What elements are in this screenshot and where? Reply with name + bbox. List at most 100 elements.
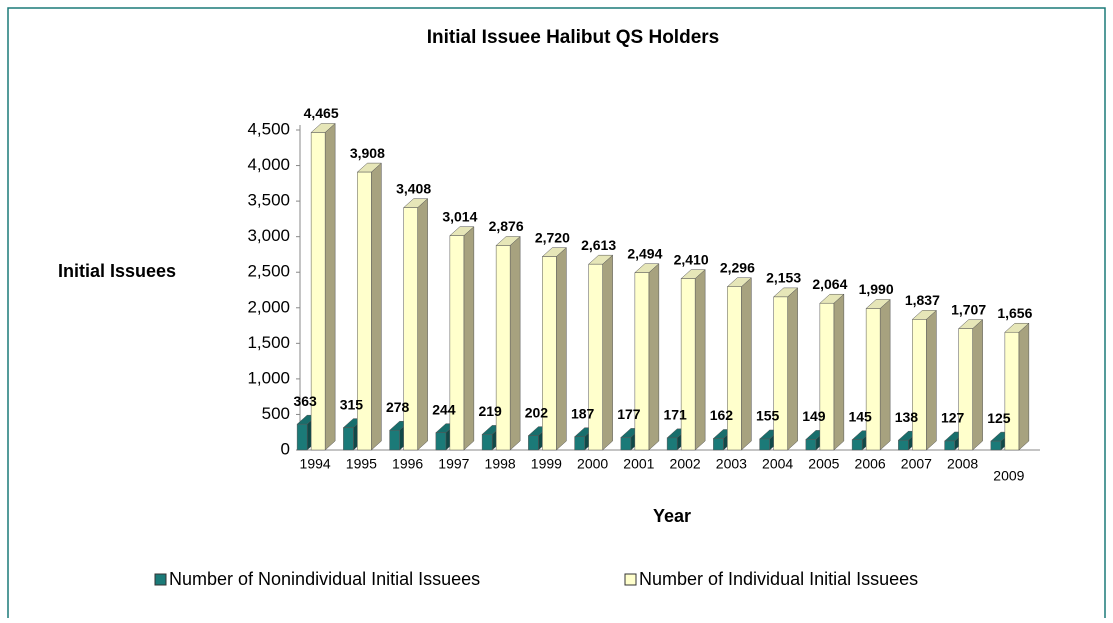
data-label: 149 [802,408,826,424]
legend-swatch [154,573,167,586]
bar [805,439,817,451]
data-label: 3,908 [350,145,385,161]
bar-side [926,309,937,451]
bar [680,278,696,451]
bar [773,296,788,451]
bar-side [1018,322,1030,451]
x-tick-label: 2004 [762,456,793,472]
bar [912,319,927,451]
bar-side [879,298,891,451]
x-tick-label: 2005 [808,456,839,472]
bar [990,440,1002,451]
bar-side [324,122,336,451]
x-tick-label: 1994 [300,456,331,472]
bar-side [741,277,752,451]
y-tick-label: 500 [262,404,290,423]
data-label: 2,410 [674,251,709,267]
bar [851,439,863,451]
y-axis-label: Initial Issuees [58,261,176,281]
bar [1004,331,1020,451]
bar-side [509,235,521,451]
data-label: 1,707 [951,301,986,317]
bar [357,171,372,451]
y-tick-label: 3,000 [247,226,290,245]
x-tick-label: 2007 [901,456,932,472]
bar-side [463,226,475,451]
x-tick-label: 1996 [392,456,423,472]
bar [634,272,650,451]
data-label: 162 [710,407,734,423]
bar [819,302,835,451]
data-label: 2,720 [535,229,570,245]
bar [449,235,465,451]
data-label: 278 [386,399,410,415]
bar [759,438,770,451]
data-label: 315 [340,396,364,412]
data-label: 3,408 [396,180,431,196]
data-label: 138 [895,409,919,425]
data-label: 4,465 [304,105,339,121]
y-tick-label: 4,000 [247,155,290,174]
bar-side [371,162,382,451]
y-tick-label: 2,000 [247,297,290,316]
bar [403,207,418,451]
y-tick-label: 0 [281,439,290,458]
frame [7,7,1106,618]
bar [481,434,493,451]
x-tick-label: 2008 [947,456,978,472]
bar [898,439,909,451]
data-label: 244 [432,401,456,417]
data-label: 219 [478,403,502,419]
legend-label: Number of Individual Initial Issuees [639,569,918,589]
bar [865,308,881,451]
bar-side [787,287,798,451]
x-axis-label: Year [653,506,691,526]
x-tick-label: 2006 [855,456,886,472]
bar [435,432,447,451]
data-label: 2,613 [581,237,616,253]
data-label: 125 [987,410,1011,426]
bar [528,435,539,451]
data-label: 2,296 [720,259,755,275]
bar-side [694,269,706,451]
x-tick-label: 1998 [485,456,516,472]
bar-side [648,263,660,451]
data-label: 127 [941,410,965,426]
data-label: 171 [663,407,687,423]
bar [713,438,724,451]
data-label: 145 [848,408,872,424]
data-label: 155 [756,408,780,424]
bar [620,437,632,451]
bar [310,132,326,451]
data-label: 1,837 [905,292,940,308]
data-label: 3,014 [442,208,477,224]
bar [495,245,511,451]
y-tick-label: 1,500 [247,333,290,352]
bar [944,440,955,451]
data-label: 2,064 [812,276,847,292]
y-tick-label: 2,500 [247,262,290,281]
bar [727,286,742,451]
x-tick-label: 2000 [577,456,608,472]
bar [574,436,585,451]
y-tick-label: 4,500 [247,119,290,138]
data-label: 202 [525,404,549,420]
x-tick-label: 2002 [670,456,701,472]
bar-side [602,254,613,451]
x-tick-label: 2003 [716,456,747,472]
bar [296,423,308,451]
data-label: 1,990 [859,281,894,297]
data-label: 177 [617,406,641,422]
y-tick-label: 1,000 [247,368,290,387]
x-tick-label: 2009 [993,468,1024,484]
y-tick-label: 3,500 [247,191,290,210]
data-label: 1,656 [997,305,1032,321]
bar [343,427,354,451]
chart-title: Initial Issuee Halibut QS Holders [427,27,719,48]
data-label: 363 [293,393,317,409]
bar [666,437,678,451]
bar-side [833,293,845,451]
bar-side [972,319,983,451]
bar [542,256,557,451]
